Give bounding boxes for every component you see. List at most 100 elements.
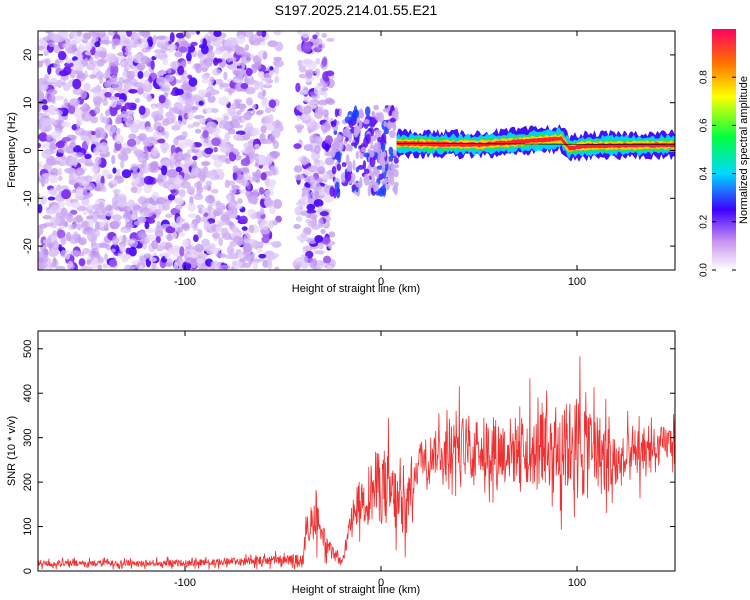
spectrogram-cell [102,99,109,106]
spectrogram-cell [230,226,239,233]
spectrogram-cell [264,189,275,197]
spectrogram-cell [99,242,109,249]
spectrogram-cell [64,221,69,228]
spectrogram-cell [272,219,279,226]
spectrogram-cell [314,38,323,44]
spectrogram-cell [260,220,270,230]
spectrogram-cell [102,263,108,269]
spectrogram-cell [116,168,121,177]
spectrogram-cell [354,182,361,188]
spectrogram-cell [115,117,123,125]
spectrogram-cell [203,137,209,144]
spectrogram-cell [86,259,92,266]
spectrogram-cell [178,188,186,198]
spectrogram-cell [186,85,197,92]
spectrogram-cell [201,253,208,259]
spectrogram-cell [301,31,311,39]
spectrogram-cell [274,266,280,270]
spectrogram-cell [124,102,132,110]
spectrogram-cell [213,57,219,66]
spectrogram-cell [349,115,356,122]
spectrogram-cell [218,96,230,106]
spectrogram-cell [196,180,202,190]
spectrogram-cell [348,120,354,128]
spectrogram-cell [128,88,138,94]
spectrogram-cell [155,225,164,234]
spectrogram-cell [317,82,328,87]
spectrogram-cell [127,199,135,207]
spectrogram-cell [177,142,188,149]
snr-ytick-label: 300 [22,428,34,446]
spectrogram-cell [64,250,71,260]
spectrogram-cell [158,94,166,104]
snr-xtick-label: -100 [174,577,196,589]
spectrogram-cell [169,32,175,43]
spectrogram-cell [164,180,170,186]
spectrogram-cell [206,117,213,123]
spectrogram-cell [164,213,173,219]
snr-ytick-label: 100 [22,517,34,535]
spectrogram-cell [344,171,352,182]
spectrogram-cell [308,214,318,220]
spectrogram-cell [104,109,111,117]
spectrogram-cell [82,248,91,255]
spectrogram-cell [94,51,100,60]
spectrogram-cell [386,185,390,191]
spectrogram-cell [257,91,263,99]
spectrogram-cell [76,223,82,231]
spectrogram-cell [161,118,170,127]
spectrogram-cell [215,202,226,210]
spectrogram-cell [382,151,387,158]
spectrogram-cell [265,139,272,145]
spectrogram-cell [146,218,156,224]
spectrogram-cell [185,92,191,99]
spectrogram-cell [120,254,129,263]
spectrogram-cell [104,39,111,45]
spectrogram-cell [293,223,301,230]
spectrogram-cell [173,261,179,270]
spectrogram-cell [137,70,144,79]
spectrogram-cell [359,110,365,119]
spectrogram-cell [213,78,224,85]
spectrogram-cell [389,117,396,123]
spectrogram-cell [373,104,379,111]
spectrogram-cell [168,247,175,255]
spectrogram-cell [140,166,150,174]
spectrogram-cell [119,154,129,161]
snr-xtick-label: 100 [568,577,586,589]
spectrogram-cell [262,164,270,171]
spectrogram-cell [125,45,132,53]
spectrogram-cell [239,103,245,113]
spectrogram-cell [127,138,137,147]
spectrogram-cell [301,187,307,192]
spectrogram-cell [122,234,127,244]
spectrogram-cell [274,41,284,52]
spectrogram-cell [73,59,82,66]
spectrogram-cell [351,184,357,191]
spectrogram-cell [138,105,146,116]
spectrogram-cell [333,140,340,150]
spectrogram-cell [116,193,127,203]
spectrogram-cell [381,165,386,173]
spectrogram-cell [157,138,166,144]
spectrogram-cell [45,266,52,270]
spectrogram-cell [293,165,303,173]
spectrogram-cell [300,157,311,165]
spectrogram-cell [250,127,260,136]
spectrogram-cell [177,152,183,160]
spectrogram-cell [325,135,333,146]
spectrogram-cell [195,31,201,35]
spectrogram-cell [49,143,57,150]
spectrogram-cell [203,220,210,229]
spectrogram-cell [387,169,394,179]
spectrogram-cell [53,61,61,70]
spectrogram-cell [360,146,367,153]
spectrogram-cell [357,164,365,170]
spectrogram-cell [138,230,147,239]
spectrogram-cell [194,128,202,134]
spectrogram-cell [175,166,183,173]
spectrogram-cell [377,187,385,197]
spectrogram-cell [301,254,306,259]
spectrogram-cell [314,235,324,243]
spectrogram-cell [60,237,67,246]
